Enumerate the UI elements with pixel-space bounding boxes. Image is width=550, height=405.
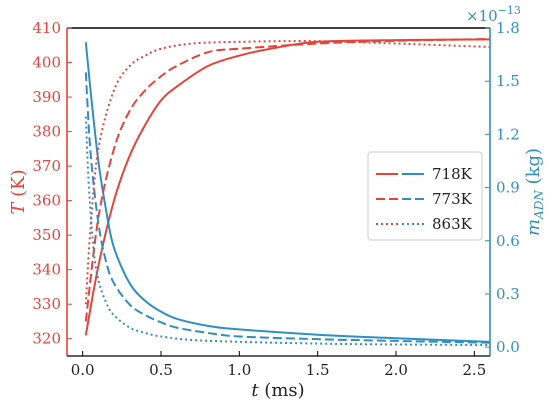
mass-line-773K (84, 72, 491, 344)
mass-line-863K (84, 116, 491, 347)
temperature-line-773K (84, 38, 491, 322)
x-axis-label: t (ms) (251, 380, 304, 401)
legend-label: 773K (432, 190, 473, 208)
left-axis-ticks: 320 330 340 350 360 370 380 390 400 410 (32, 19, 72, 348)
left-tick-label: 390 (32, 88, 61, 106)
x-axis-ticks: 0.0 0.5 1.0 1.5 2.0 2.5 (71, 351, 486, 379)
left-tick-label: 350 (32, 226, 61, 244)
x-tick-label: 1.0 (227, 361, 251, 379)
plot-lines (84, 38, 491, 347)
mass-line-718K (84, 42, 491, 343)
legend: 718K 773K 863K (367, 151, 483, 241)
legend-label: 718K (432, 165, 473, 183)
left-tick-label: 320 (32, 330, 61, 348)
right-tick-label: 0.6 (496, 232, 520, 250)
temperature-line-863K (84, 40, 491, 305)
x-tick-label: 0.5 (149, 361, 173, 379)
right-tick-label: 1.5 (496, 72, 520, 90)
left-tick-label: 360 (32, 192, 61, 210)
left-tick-label: 400 (32, 54, 61, 72)
legend-entries: 718K 773K 863K (376, 165, 473, 233)
left-tick-label: 330 (32, 295, 61, 313)
x-tick-label: 2.5 (462, 361, 486, 379)
right-tick-label: 1.2 (496, 125, 520, 143)
legend-label: 863K (432, 215, 473, 233)
left-tick-label: 340 (32, 261, 61, 279)
x-tick-label: 0.0 (71, 361, 95, 379)
right-tick-label: 1.8 (496, 19, 520, 37)
left-tick-label: 380 (32, 123, 61, 141)
left-tick-label: 410 (32, 19, 61, 37)
right-axis-ticks: 0.0 0.3 0.6 0.9 1.2 1.5 1.8 (485, 19, 520, 356)
right-tick-label: 0.3 (496, 285, 520, 303)
left-tick-label: 370 (32, 157, 61, 175)
right-tick-label: 0.9 (496, 179, 520, 197)
right-axis-scale: ×10−13 (466, 4, 521, 25)
right-tick-label: 0.0 (496, 338, 520, 356)
x-tick-label: 2.0 (384, 361, 408, 379)
left-axis-label: T (K) (8, 169, 29, 214)
temperature-line-718K (84, 38, 491, 336)
x-tick-label: 1.5 (306, 361, 330, 379)
right-axis-label: mADN (kg) (523, 148, 546, 236)
